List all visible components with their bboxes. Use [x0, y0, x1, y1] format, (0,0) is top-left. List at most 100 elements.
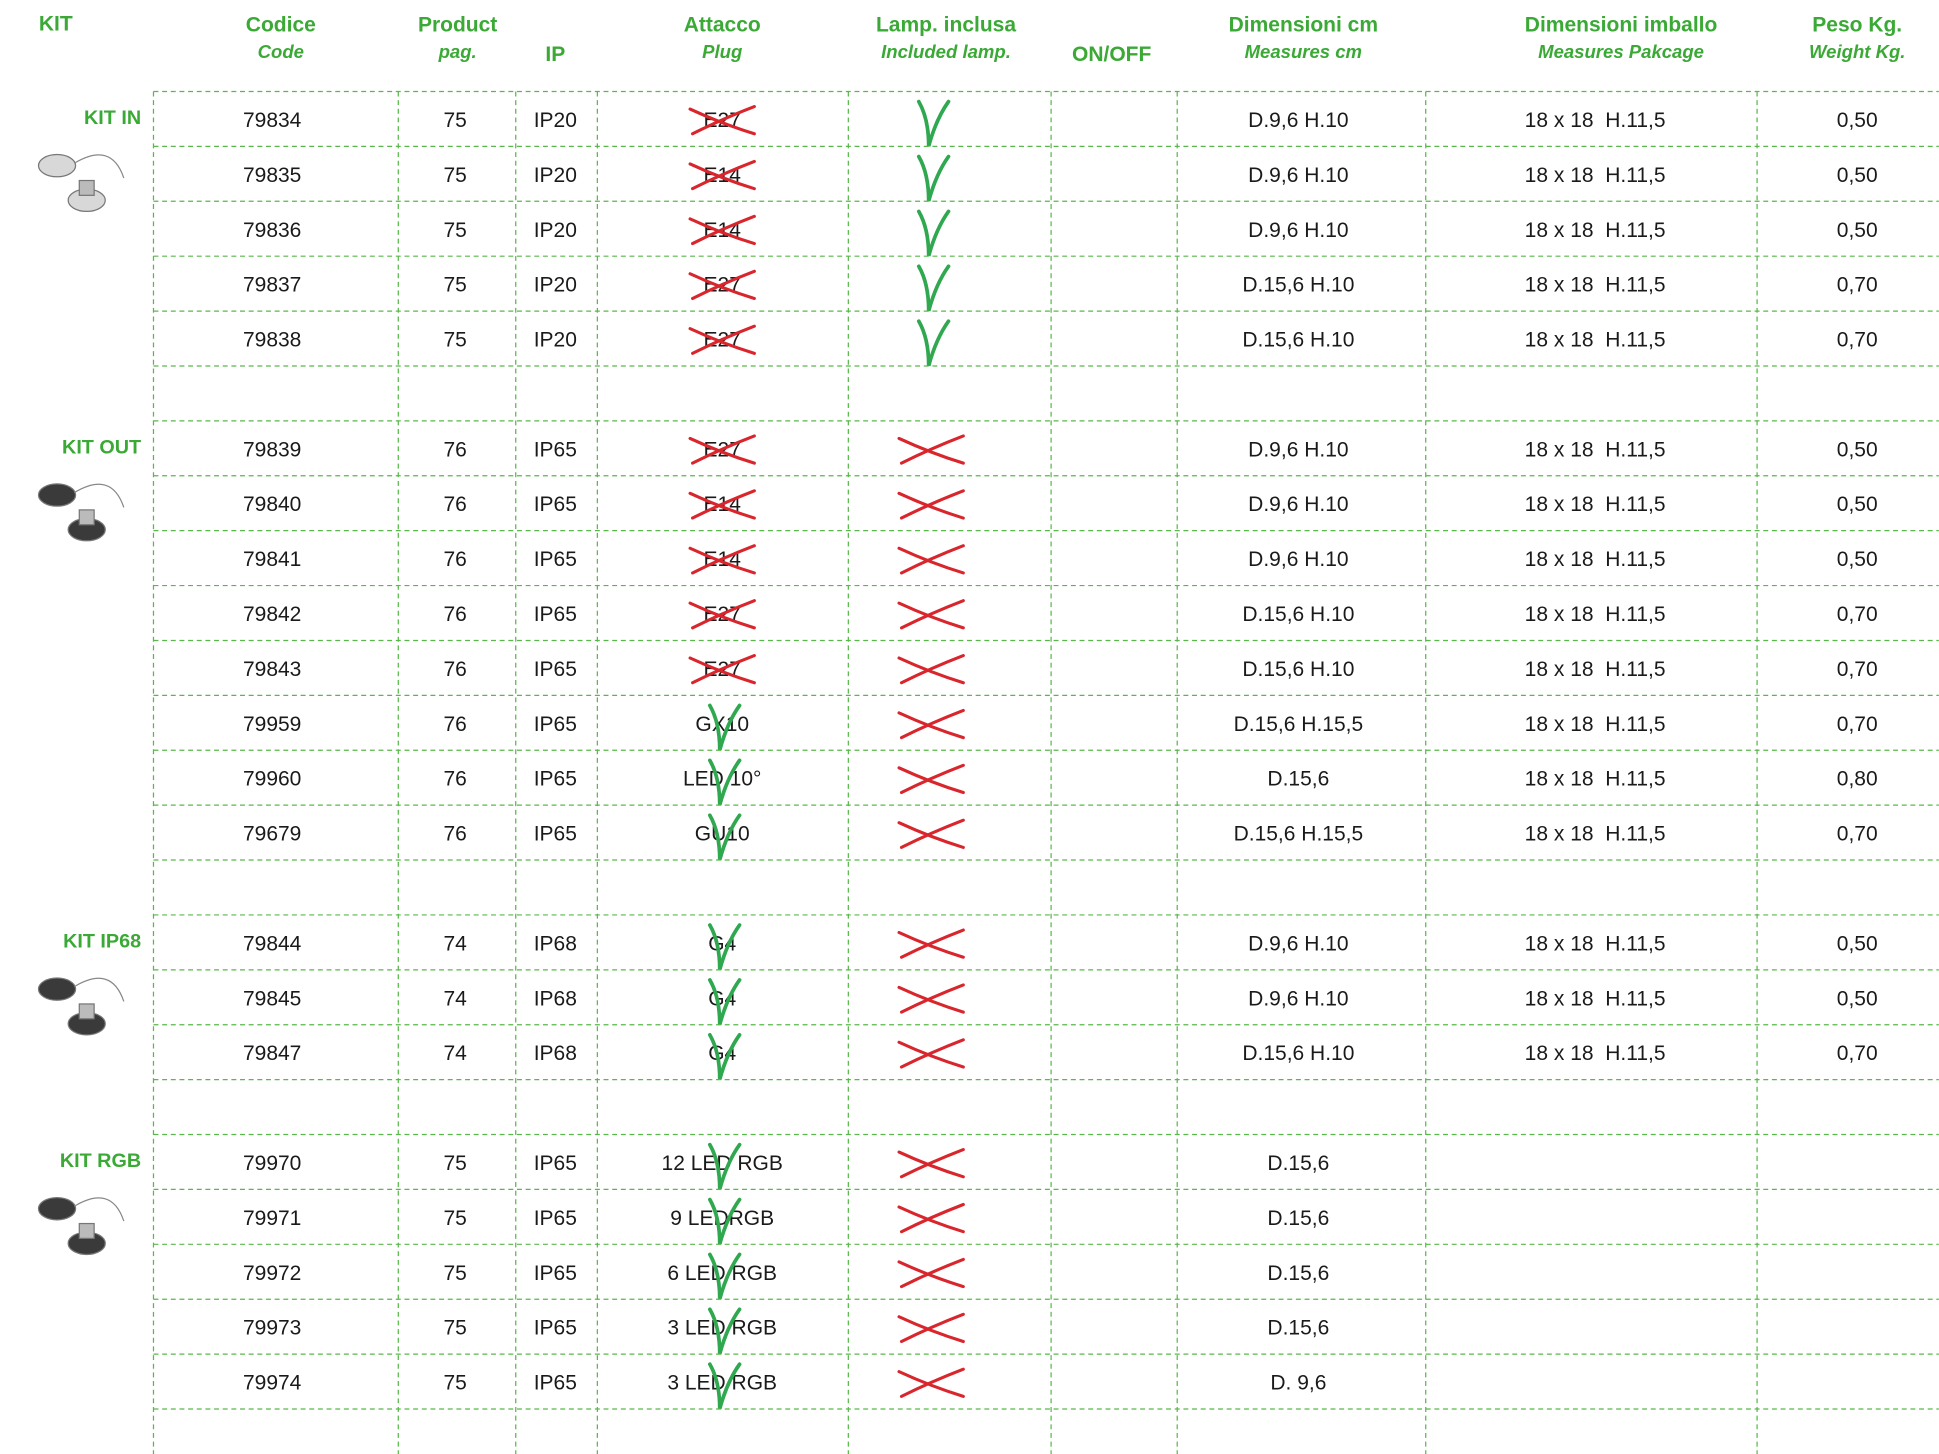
cross-stroke — [897, 491, 965, 520]
column-title: KIT — [39, 12, 73, 35]
cross-mark — [897, 708, 965, 740]
cross-stroke — [899, 983, 965, 1014]
cross-mark — [897, 434, 965, 465]
cross-stroke — [897, 1150, 965, 1179]
kit-photo — [37, 483, 125, 542]
cell: 18 x 18 H.11,5 — [1525, 274, 1666, 297]
cross-mark — [897, 928, 965, 959]
cross-mark — [897, 983, 965, 1014]
cell: 3 LED RGB — [667, 1317, 777, 1340]
cross-mark — [688, 653, 756, 685]
cell: IP65 — [534, 768, 577, 791]
cell: IP65 — [534, 1372, 577, 1395]
cross-stroke — [899, 599, 965, 630]
cell: 0,70 — [1837, 329, 1878, 352]
column-subtitle: pag. — [438, 41, 477, 62]
cross-stroke — [691, 214, 756, 246]
cell: 79974 — [243, 1372, 302, 1395]
cell: 75 — [443, 1207, 466, 1230]
cross-mark — [897, 544, 965, 575]
cell: IP68 — [534, 987, 577, 1010]
column-subtitle: Plug — [702, 41, 742, 62]
cell: 79842 — [243, 603, 301, 626]
cross-stroke — [691, 544, 756, 575]
cell: 79960 — [243, 768, 301, 791]
cross-stroke — [691, 599, 756, 630]
cross-mark — [897, 763, 965, 795]
kit-photo — [37, 1196, 125, 1256]
cell: 79845 — [243, 987, 301, 1010]
cell: 79834 — [243, 109, 302, 132]
cell: 75 — [443, 219, 466, 242]
cell: D.15,6 H.10 — [1242, 1042, 1354, 1065]
check-mark — [916, 319, 951, 367]
cell: IP65 — [534, 1262, 577, 1285]
cell: 79972 — [243, 1262, 301, 1285]
cell: 75 — [443, 274, 466, 297]
check-mark — [916, 209, 951, 257]
cell: IP65 — [534, 823, 577, 846]
cross-mark — [897, 599, 965, 630]
cell: IP20 — [534, 164, 577, 187]
cell: D.9,6 H.10 — [1248, 219, 1348, 242]
cross-stroke — [688, 656, 756, 685]
cross-mark — [688, 214, 756, 246]
cell: IP65 — [534, 1152, 577, 1175]
cross-stroke — [897, 1040, 965, 1069]
cell: 0,70 — [1837, 274, 1878, 297]
cell: 76 — [443, 438, 466, 461]
cell: D.15,6 — [1267, 768, 1329, 791]
cross-stroke — [897, 930, 965, 959]
cell: D.15,6 H.15,5 — [1234, 823, 1364, 846]
cell: 18 x 18 H.11,5 — [1525, 219, 1666, 242]
cross-mark — [897, 818, 965, 849]
cross-stroke — [691, 159, 756, 191]
cross-mark — [688, 105, 756, 136]
cell: D.15,6 H.10 — [1242, 274, 1354, 297]
cell: 75 — [443, 109, 466, 132]
kit-part — [78, 1222, 95, 1239]
cell: 79838 — [243, 329, 301, 352]
cell: IP65 — [534, 1317, 577, 1340]
cell: D.9,6 H.10 — [1248, 164, 1348, 187]
kit-cable — [74, 154, 125, 179]
cross-stroke — [688, 272, 756, 301]
cross-stroke — [899, 1202, 965, 1234]
kit-part — [78, 509, 95, 526]
column-title: Dimensioni imballo — [1525, 14, 1718, 37]
cross-stroke — [897, 1205, 965, 1234]
cell: 79973 — [243, 1317, 301, 1340]
check-icon — [916, 209, 951, 257]
cell: GU10 — [695, 823, 750, 846]
cell: D.9,6 H.10 — [1248, 438, 1348, 461]
cell: 76 — [443, 493, 466, 516]
cell: 79679 — [243, 823, 301, 846]
cross-stroke — [688, 601, 756, 630]
kit-cable — [74, 1197, 125, 1222]
cross-stroke — [897, 656, 965, 685]
kit-photo — [37, 977, 125, 1036]
cell: 0,50 — [1837, 164, 1878, 187]
cross-stroke — [897, 436, 965, 465]
cross-mark — [897, 653, 965, 685]
cross-mark — [688, 269, 756, 301]
cell: 18 x 18 H.11,5 — [1525, 1042, 1666, 1065]
kit-cable — [74, 977, 125, 1002]
cell: 76 — [443, 658, 466, 681]
cross-stroke — [897, 1315, 965, 1344]
cell: 18 x 18 H.11,5 — [1525, 713, 1666, 736]
cell: 75 — [443, 1317, 466, 1340]
cell: 76 — [443, 603, 466, 626]
check-icon — [916, 99, 951, 147]
cell: 12 LED RGB — [662, 1152, 783, 1175]
cell: 79844 — [243, 932, 302, 955]
cell: IP65 — [534, 548, 577, 571]
cross-stroke — [899, 1148, 965, 1179]
cross-stroke — [688, 107, 756, 136]
cross-stroke — [897, 1260, 965, 1289]
check-mark — [916, 154, 951, 202]
cross-stroke — [897, 821, 965, 849]
cell: 3 LED RGB — [667, 1372, 777, 1395]
cross-stroke — [897, 546, 965, 575]
